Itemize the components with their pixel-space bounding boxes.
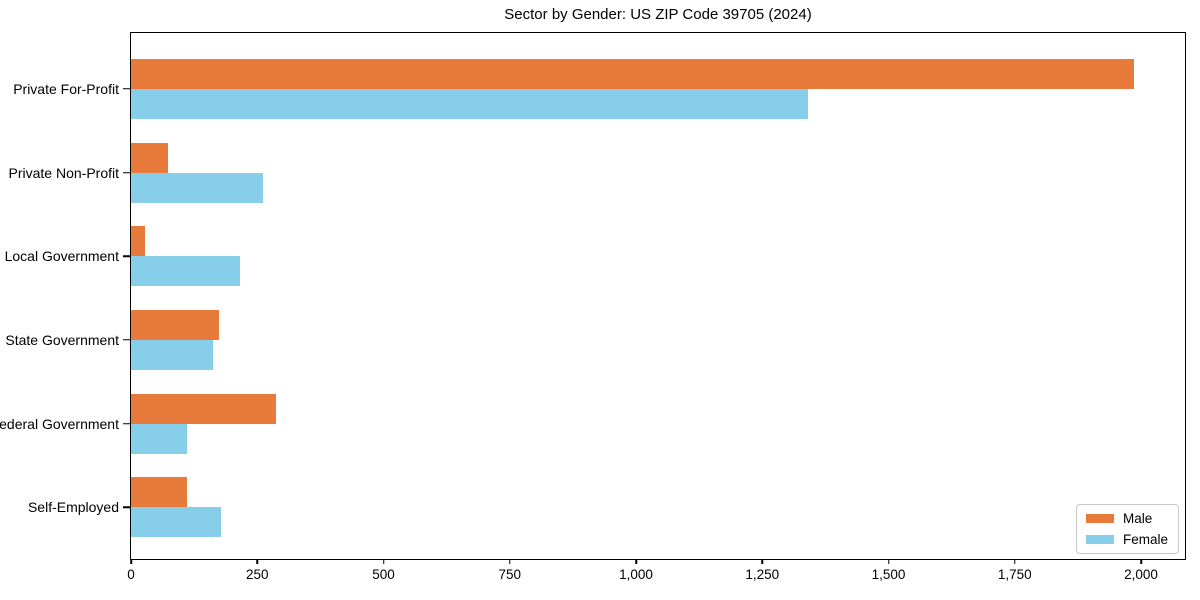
y-tick-label: Federal Government	[0, 415, 119, 432]
y-tick-mark	[123, 255, 130, 257]
x-tick-label: 1,500	[871, 567, 906, 582]
bar-female	[131, 172, 264, 203]
bar-female	[131, 423, 188, 454]
x-tick-mark	[635, 559, 637, 564]
y-tick-mark	[123, 171, 130, 174]
x-tick-label: 1,000	[619, 567, 653, 582]
x-tick-label: 500	[372, 567, 395, 582]
y-tick-label: Private For-Profit	[13, 80, 119, 97]
y-tick-label: Private Non-Profit	[8, 164, 119, 181]
legend-swatch-male	[1085, 514, 1114, 524]
bar-male	[131, 393, 277, 424]
bar-male	[131, 309, 219, 340]
y-tick-mark	[123, 339, 130, 341]
category-row: State Government	[5, 298, 1185, 382]
x-tick-mark	[382, 559, 385, 564]
bar-male	[131, 477, 188, 508]
x-tick-mark	[1014, 559, 1016, 564]
y-tick-label: Self-Employed	[27, 499, 119, 516]
bar-male	[131, 58, 1134, 89]
bar-rows: Private For-Profit Private Non-Profit Loca…	[0, 33, 1185, 559]
y-tick-mark	[123, 422, 130, 425]
bar-female	[131, 88, 809, 119]
legend-label: Male	[1122, 511, 1153, 526]
x-tick-mark	[509, 559, 511, 564]
category-row: Self-Employed	[28, 465, 1185, 549]
x-tick-mark	[1140, 559, 1142, 564]
bar-male	[131, 142, 169, 173]
x-tick-label: 750	[498, 567, 522, 582]
plot-area: Private For-Profit Private Non-Profit Loca…	[0, 32, 1186, 582]
legend-label: Female	[1122, 531, 1168, 547]
x-tick-label: 1,750	[997, 567, 1032, 582]
chart-title: Sector by Gender: US ZIP Code 39705 (202…	[504, 6, 812, 23]
x-tick-label: 2,000	[1124, 567, 1158, 582]
y-tick-mark	[123, 88, 130, 90]
y-tick-label: Local Government	[4, 248, 119, 265]
category-row: Private Non-Profit	[9, 131, 1185, 215]
category-row: Local Government	[5, 214, 1185, 298]
category-row: Federal Government	[0, 382, 1185, 466]
bar-female	[131, 256, 241, 287]
y-tick-label: State Government	[5, 331, 119, 348]
x-tick-mark	[256, 559, 258, 564]
bar-male	[131, 226, 145, 257]
category-row: Private For-Profit	[13, 47, 1185, 131]
bar-female	[131, 507, 222, 538]
x-tick-mark	[130, 559, 132, 564]
x-tick-mark	[761, 559, 764, 564]
y-tick-mark	[123, 506, 130, 508]
legend: Male Female	[1075, 504, 1179, 554]
legend-item: Female	[1085, 531, 1168, 547]
legend-item: Male	[1085, 511, 1168, 526]
x-tick-label: 0	[127, 567, 135, 582]
bar-female	[131, 339, 213, 370]
legend-swatch-female	[1085, 534, 1114, 544]
x-tick-label: 1,250	[745, 567, 780, 582]
x-tick-label: 250	[245, 567, 269, 582]
x-tick-mark	[887, 559, 890, 564]
